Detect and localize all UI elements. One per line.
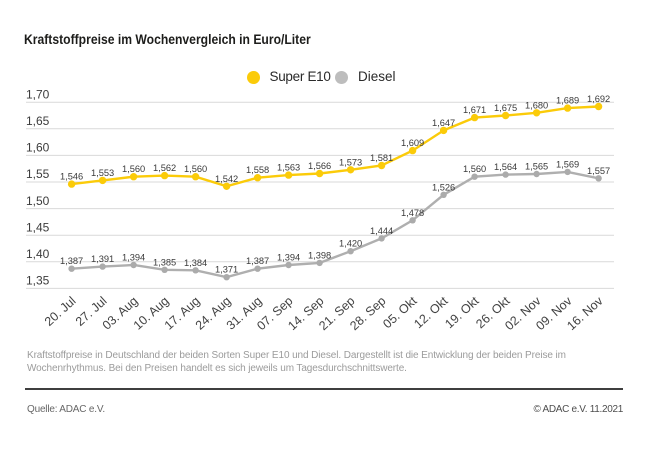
svg-text:1,60: 1,60 bbox=[26, 141, 50, 155]
svg-text:05. Okt: 05. Okt bbox=[380, 293, 420, 331]
svg-text:1,384: 1,384 bbox=[184, 258, 207, 268]
svg-text:1,566: 1,566 bbox=[308, 161, 331, 171]
svg-text:1,557: 1,557 bbox=[587, 166, 610, 176]
svg-text:1,569: 1,569 bbox=[556, 159, 579, 169]
svg-text:1,387: 1,387 bbox=[246, 256, 269, 266]
svg-text:1,560: 1,560 bbox=[184, 164, 207, 174]
svg-text:1,560: 1,560 bbox=[122, 164, 145, 174]
svg-text:1,565: 1,565 bbox=[525, 162, 548, 172]
svg-text:1,526: 1,526 bbox=[432, 182, 455, 192]
svg-text:12. Okt: 12. Okt bbox=[411, 293, 451, 331]
svg-text:1,385: 1,385 bbox=[153, 257, 176, 267]
svg-text:1,680: 1,680 bbox=[525, 100, 548, 110]
svg-text:1,689: 1,689 bbox=[556, 96, 579, 106]
svg-text:1,609: 1,609 bbox=[401, 138, 424, 148]
svg-text:1,581: 1,581 bbox=[370, 153, 393, 163]
svg-text:1,671: 1,671 bbox=[463, 105, 486, 115]
svg-text:1,478: 1,478 bbox=[401, 208, 424, 218]
svg-text:1,562: 1,562 bbox=[153, 163, 176, 173]
svg-text:1,560: 1,560 bbox=[463, 164, 486, 174]
svg-text:1,45: 1,45 bbox=[26, 220, 50, 234]
svg-text:1,558: 1,558 bbox=[246, 165, 269, 175]
svg-text:16. Nov: 16. Nov bbox=[564, 293, 606, 333]
svg-text:1,35: 1,35 bbox=[26, 274, 50, 288]
svg-text:1,394: 1,394 bbox=[122, 253, 145, 263]
svg-text:1,573: 1,573 bbox=[339, 157, 362, 167]
svg-text:19. Okt: 19. Okt bbox=[442, 293, 482, 331]
svg-text:1,692: 1,692 bbox=[587, 94, 610, 104]
svg-text:1,391: 1,391 bbox=[91, 254, 114, 264]
svg-text:1,542: 1,542 bbox=[215, 174, 238, 184]
svg-text:1,675: 1,675 bbox=[494, 103, 517, 113]
svg-text:1,420: 1,420 bbox=[339, 239, 362, 249]
svg-text:1,398: 1,398 bbox=[308, 250, 331, 260]
svg-text:1,394: 1,394 bbox=[277, 253, 300, 263]
svg-text:1,387: 1,387 bbox=[60, 256, 83, 266]
svg-text:1,546: 1,546 bbox=[60, 172, 83, 182]
svg-text:1,647: 1,647 bbox=[432, 118, 455, 128]
svg-text:1,70: 1,70 bbox=[26, 87, 50, 101]
svg-text:1,371: 1,371 bbox=[215, 265, 238, 275]
svg-text:1,50: 1,50 bbox=[26, 194, 50, 208]
svg-text:1,564: 1,564 bbox=[494, 162, 517, 172]
svg-text:1,553: 1,553 bbox=[91, 168, 114, 178]
svg-text:1,563: 1,563 bbox=[277, 163, 300, 173]
svg-text:1,40: 1,40 bbox=[26, 247, 50, 261]
svg-text:1,55: 1,55 bbox=[26, 167, 50, 181]
svg-text:1,65: 1,65 bbox=[26, 114, 50, 128]
svg-text:20. Jul: 20. Jul bbox=[42, 294, 79, 329]
svg-text:1,444: 1,444 bbox=[370, 226, 393, 236]
